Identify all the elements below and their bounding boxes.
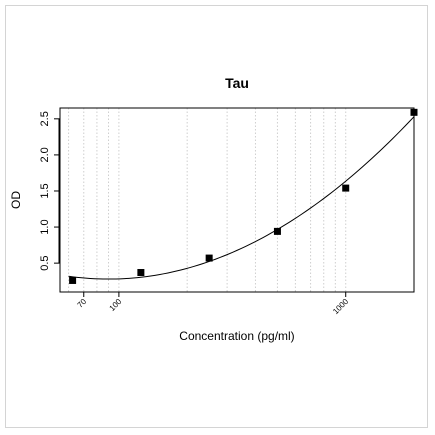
curve-layer: [68, 116, 415, 280]
x-tick-label: 1000: [331, 297, 350, 316]
y-tick-label: 1.0: [39, 219, 51, 234]
data-point: [273, 227, 281, 235]
y-axis: 0.5 1.0 1.5 2.0 2.5: [39, 111, 60, 271]
x-tick-label: 70: [76, 297, 89, 310]
x-axis: 70 100 1000: [76, 291, 351, 316]
data-point: [69, 276, 77, 284]
data-point: [137, 269, 145, 277]
data-point: [342, 184, 350, 192]
y-axis-label: OD: [9, 191, 23, 209]
fit-curve: [68, 116, 415, 280]
y-tick-label: 2.5: [39, 111, 51, 126]
y-tick-label: 2.0: [39, 147, 51, 162]
x-tick-label: 100: [107, 297, 123, 313]
plot-box: [59, 107, 415, 293]
y-tick-label: 0.5: [39, 255, 51, 270]
data-point: [205, 254, 213, 262]
x-axis-label: Concentration (pg/ml): [179, 329, 294, 343]
y-tick-label: 1.5: [39, 183, 51, 198]
grid: [68, 108, 347, 292]
plot-frame: [5, 5, 428, 428]
chart-title: Tau: [225, 75, 249, 91]
points: [69, 108, 418, 284]
